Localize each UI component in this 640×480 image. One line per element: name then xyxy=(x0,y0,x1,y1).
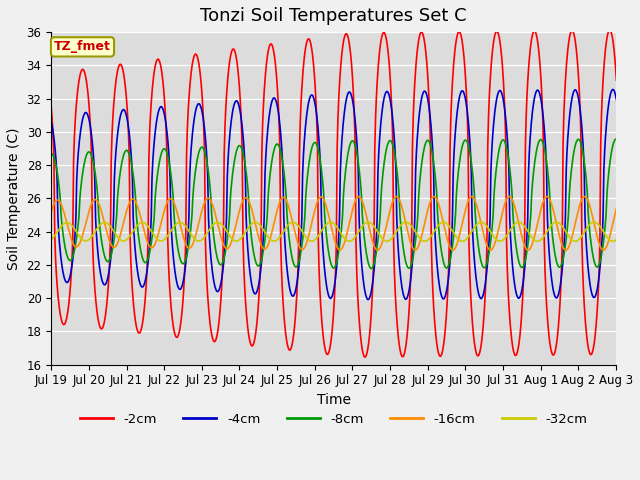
Y-axis label: Soil Temperature (C): Soil Temperature (C) xyxy=(7,127,21,270)
X-axis label: Time: Time xyxy=(317,393,351,407)
Legend: -2cm, -4cm, -8cm, -16cm, -32cm: -2cm, -4cm, -8cm, -16cm, -32cm xyxy=(75,408,593,432)
Title: Tonzi Soil Temperatures Set C: Tonzi Soil Temperatures Set C xyxy=(200,7,467,25)
Text: TZ_fmet: TZ_fmet xyxy=(54,40,111,53)
